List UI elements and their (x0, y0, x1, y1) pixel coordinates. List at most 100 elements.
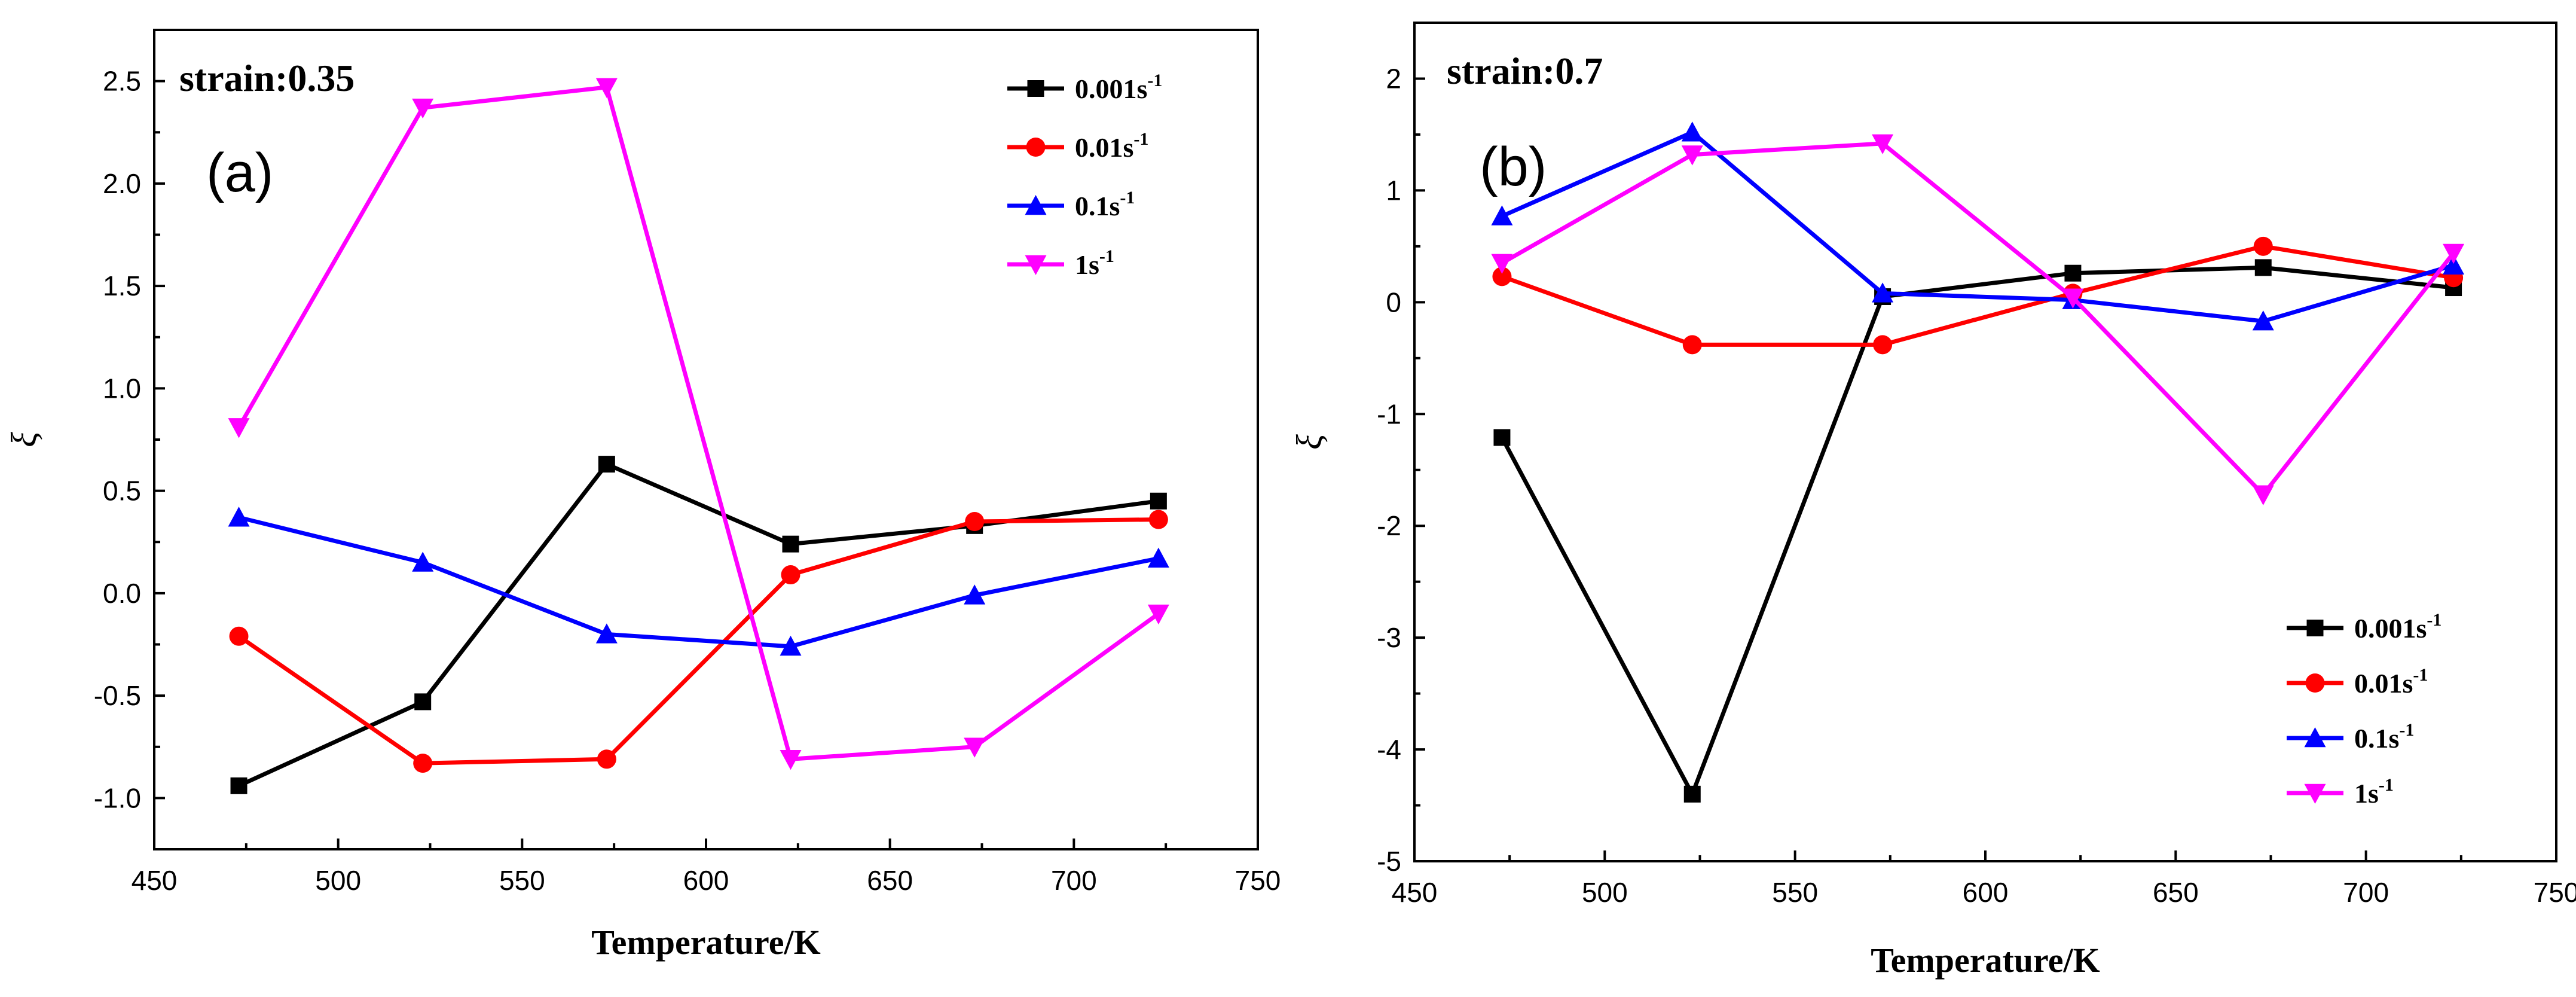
data-point (1683, 785, 1701, 803)
y-tick-label: -0.5 (94, 680, 141, 711)
panel-label: (a) (206, 142, 273, 203)
data-point (1872, 134, 1894, 154)
y-tick-label: 1 (1386, 175, 1401, 206)
series-line (238, 461, 1159, 788)
x-tick-label: 650 (2153, 877, 2199, 908)
legend-label: 0.01s-1 (2354, 665, 2428, 699)
series-0001s-group (1493, 259, 2462, 803)
legend-label: 0.01s-1 (1075, 129, 1148, 163)
legend-marker (1026, 138, 1046, 157)
series-line (237, 517, 1159, 766)
x-tick-label: 700 (1051, 865, 1097, 896)
series-line (1501, 130, 2455, 324)
legend: 0.001s-1 0.01s-1 0.1s-1 1s-1 (1007, 71, 1162, 280)
x-tick-label: 750 (2534, 877, 2576, 908)
data-point (2252, 485, 2274, 505)
data-point (1150, 492, 1167, 510)
y-axis-title: ξ (1289, 434, 1329, 450)
chart-panel-b: 450 500 550 600 650 700 750 -5 -4 -3 -2 -1 0 1 2 Temper… (1289, 22, 2576, 980)
data-point (964, 584, 986, 605)
legend-label: 0.1s-1 (2354, 720, 2414, 754)
x-tick-label: 450 (1392, 877, 1438, 908)
data-point (2064, 264, 2082, 282)
series-line (1500, 265, 2454, 800)
x-tick-label: 600 (1963, 877, 2009, 908)
y-tick-label: 0.0 (103, 578, 141, 609)
panel-label: (b) (1480, 136, 1547, 197)
data-point (229, 626, 249, 646)
data-point (781, 565, 800, 585)
legend-marker (1025, 195, 1047, 215)
y-tick-label: 2.0 (103, 168, 141, 199)
data-point (228, 418, 250, 438)
data-point (1147, 547, 1169, 568)
data-point (595, 78, 618, 98)
data-point (780, 635, 802, 656)
series-01s-group (228, 507, 1169, 656)
data-point (412, 551, 434, 572)
data-point (2443, 254, 2465, 275)
data-point (782, 535, 799, 553)
data-point (780, 750, 802, 770)
data-point (414, 693, 432, 711)
legend: 0.001s-1 0.01s-1 0.1s-1 1s-1 (2287, 610, 2441, 809)
legend-marker (2304, 783, 2326, 804)
series-line (1501, 244, 2454, 347)
x-tick-label: 600 (683, 865, 729, 896)
legend-marker (1027, 80, 1044, 97)
y-tick-label: 0 (1386, 286, 1401, 318)
series-line (1501, 141, 2455, 498)
chart-panel-a: 450 500 550 600 650 700 750 -1.0 -0.5 0.0 0.5 1.0 1.… (4, 29, 1281, 962)
y-axis-title: ξ (4, 432, 44, 447)
x-axis-title: Temperature/K (1871, 941, 2100, 980)
legend-label: 0.001s-1 (2354, 610, 2441, 644)
data-point (2254, 259, 2272, 276)
data-point (1681, 145, 1703, 166)
series-line (237, 85, 1160, 761)
data-point (412, 98, 434, 119)
x-tick-label: 550 (499, 865, 545, 896)
data-point (413, 754, 433, 773)
series-line (238, 515, 1159, 649)
data-point (598, 456, 615, 473)
data-point (2253, 236, 2273, 256)
legend-marker (1025, 255, 1047, 275)
y-tick-label: -5 (1377, 846, 1401, 877)
y-tick-label: 2.5 (103, 66, 141, 97)
data-point (1873, 335, 1893, 355)
data-point (1681, 121, 1703, 142)
chart-title: strain:0.35 (179, 57, 355, 99)
legend-marker (2304, 727, 2326, 748)
x-axis-title: Temperature/K (591, 923, 820, 962)
data-point (1491, 254, 1513, 274)
chart-title: strain:0.7 (1447, 50, 1603, 92)
series-1s-group (228, 78, 1169, 770)
y-tick-label: -4 (1377, 734, 1401, 765)
legend-label: 0.001s-1 (1075, 71, 1162, 104)
data-point (2062, 288, 2084, 309)
data-point (2443, 243, 2465, 264)
y-tick-label: 0.5 (103, 475, 141, 507)
data-point (230, 777, 247, 794)
data-point (1872, 282, 1894, 303)
x-tick-label: 550 (1772, 877, 1818, 908)
x-tick-label: 650 (867, 865, 913, 896)
x-tick-label: 750 (1235, 865, 1281, 896)
data-point (965, 512, 985, 531)
legend-marker (2305, 673, 2325, 693)
data-point (1491, 205, 1513, 225)
data-point (1147, 604, 1169, 625)
y-tick-label: -1.0 (94, 782, 141, 813)
data-point (597, 749, 616, 769)
series-1s-group (1491, 134, 2465, 505)
data-point (1492, 267, 1512, 286)
legend-label: 1s-1 (2354, 775, 2394, 809)
series-001s-group (229, 510, 1168, 773)
data-point (1148, 510, 1168, 529)
x-tick-label: 500 (315, 865, 361, 896)
legend-label: 1s-1 (1075, 246, 1114, 280)
series-0001s-group (230, 456, 1167, 794)
x-tick-label: 450 (132, 865, 178, 896)
x-tick-label: 700 (2343, 877, 2389, 908)
